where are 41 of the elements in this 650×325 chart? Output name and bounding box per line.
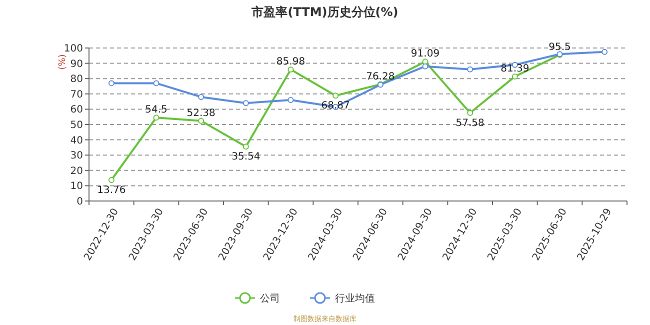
point (242, 144, 249, 150)
y-tick-label: 90 (70, 58, 83, 70)
y-tick-label: 30 (70, 150, 83, 162)
data-label: 54.5 (145, 104, 168, 116)
point (602, 48, 608, 55)
point (108, 80, 114, 86)
point (422, 63, 428, 70)
data-label: 81.39 (500, 63, 530, 74)
data-label: 85.98 (276, 56, 306, 68)
data-label: 76.28 (366, 71, 395, 82)
point (242, 100, 249, 106)
y-tick-label: 100 (64, 44, 83, 54)
point (288, 66, 294, 72)
legend-label: 行业均值 (335, 292, 375, 304)
point (467, 66, 474, 72)
point (153, 114, 160, 121)
data-label: 91.09 (410, 48, 440, 60)
legend-label: 公司 (260, 292, 280, 304)
point (288, 97, 294, 104)
chart-title: 市盈率(TTM)历史分位(%) (250, 5, 398, 19)
data-label: 95.5 (548, 42, 571, 53)
y-tick-label: 10 (70, 181, 83, 192)
data-label: 35.54 (232, 152, 260, 163)
data-label: 52.38 (186, 108, 216, 119)
y-tick-label: 60 (70, 104, 83, 116)
y-axis-title: (%) (58, 54, 68, 70)
point (512, 73, 518, 80)
point (467, 110, 474, 116)
point (198, 94, 204, 100)
y-tick-label: 40 (70, 135, 83, 146)
point (108, 176, 114, 183)
y-tick-label: 50 (70, 120, 83, 131)
point (153, 80, 160, 86)
y-tick-label: 70 (70, 89, 83, 100)
y-tick-label: 0 (76, 196, 83, 208)
y-tick-label: 20 (70, 166, 83, 177)
data-label: 13.76 (97, 184, 126, 196)
point (198, 118, 204, 124)
data-label: 57.58 (456, 118, 484, 129)
point (332, 92, 339, 99)
y-tick-label: 80 (70, 74, 83, 86)
